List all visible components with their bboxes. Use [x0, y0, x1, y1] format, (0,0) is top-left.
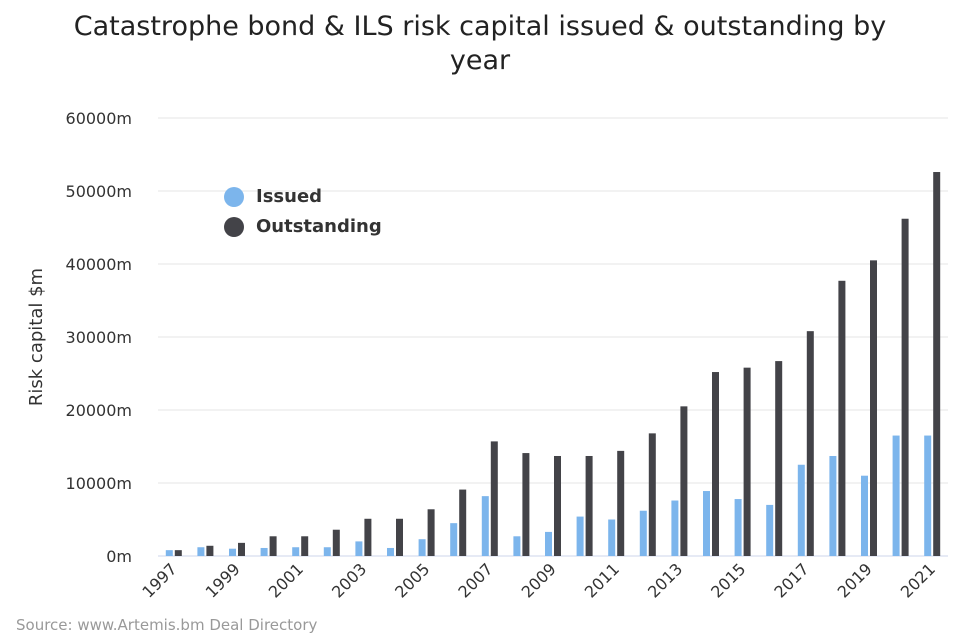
y-tick-label: 40000m — [66, 255, 132, 274]
bar-issued-2007 — [481, 496, 489, 556]
bar-outstanding-2007 — [490, 441, 498, 556]
bar-issued-2017 — [797, 464, 805, 556]
legend-label-outstanding: Outstanding — [256, 216, 382, 237]
bar-outstanding-2011 — [617, 450, 625, 556]
bar-outstanding-1999 — [238, 542, 245, 556]
bar-outstanding-2008 — [522, 453, 530, 556]
bar-outstanding-2003 — [364, 518, 372, 556]
bar-issued-2013 — [671, 500, 679, 556]
y-tick-label: 60000m — [66, 109, 132, 128]
bar-outstanding-1997 — [174, 550, 182, 556]
x-tick-label: 2015 — [707, 559, 749, 601]
bar-issued-2012 — [639, 510, 647, 556]
bar-outstanding-2002 — [332, 529, 340, 556]
bar-issued-1999 — [229, 548, 236, 556]
bar-outstanding-2006 — [459, 489, 467, 556]
x-tick-label: 2019 — [834, 559, 876, 601]
bar-outstanding-2017 — [806, 331, 814, 556]
bar-issued-2020 — [892, 435, 900, 556]
bar-issued-2019 — [861, 475, 868, 556]
y-tick-label: 0m — [106, 547, 132, 566]
bar-issued-2014 — [703, 491, 710, 556]
bar-outstanding-2013 — [680, 406, 688, 556]
x-tick-label: 2009 — [518, 559, 560, 601]
bar-issued-2003 — [355, 541, 363, 556]
y-tick-label: 20000m — [66, 401, 132, 420]
x-tick-label: 2017 — [770, 559, 812, 601]
chart-title: Catastrophe bond & ILS risk capital issu… — [73, 11, 887, 76]
legend-item-issued[interactable]: Issued — [224, 186, 322, 207]
bar-issued-2001 — [292, 547, 300, 556]
bar-outstanding-2012 — [648, 433, 656, 556]
bar-issued-2006 — [450, 523, 458, 556]
bar-issued-1998 — [197, 547, 205, 556]
y-tick-label: 30000m — [66, 328, 132, 347]
bar-issued-2018 — [829, 455, 837, 556]
bar-outstanding-1998 — [206, 545, 214, 556]
bar-outstanding-2021 — [933, 172, 941, 556]
legend-item-outstanding[interactable]: Outstanding — [224, 216, 382, 237]
x-tick-label: 2011 — [581, 559, 623, 601]
bar-issued-2008 — [513, 536, 521, 556]
bar-issued-2000 — [260, 547, 268, 556]
bar-outstanding-2018 — [838, 280, 846, 556]
x-tick-label: 2013 — [644, 559, 686, 601]
bar-outstanding-2005 — [427, 509, 435, 556]
bar-issued-1997 — [165, 550, 173, 556]
x-tick-label: 2021 — [897, 559, 939, 601]
bar-outstanding-2015 — [743, 367, 751, 556]
bar-outstanding-2009 — [554, 455, 561, 556]
x-tick-label: 2003 — [328, 559, 370, 601]
y-tick-label: 10000m — [66, 474, 132, 493]
source-note: Source: www.Artemis.bm Deal Directory — [16, 616, 318, 634]
bar-outstanding-2016 — [775, 361, 783, 556]
legend-marker-issued — [224, 186, 244, 207]
bar-issued-2002 — [323, 547, 331, 556]
bar-issued-2021 — [924, 435, 932, 556]
bar-issued-2010 — [576, 516, 584, 556]
bar-outstanding-2014 — [712, 372, 719, 556]
x-tick-label: 2007 — [454, 559, 496, 601]
bar-issued-2005 — [418, 539, 426, 556]
x-tick-label: 2005 — [391, 559, 433, 601]
bar-issued-2011 — [608, 519, 616, 556]
bar-issued-2015 — [734, 499, 742, 556]
bar-issued-2009 — [545, 531, 552, 556]
bar-outstanding-2010 — [585, 455, 593, 556]
bar-outstanding-2020 — [901, 218, 909, 557]
bar-outstanding-2019 — [870, 260, 877, 556]
bar-outstanding-2004 — [396, 518, 403, 556]
y-axis-title: Risk capital $m — [26, 268, 47, 406]
y-tick-label: 50000m — [66, 182, 132, 201]
legend-marker-outstanding — [224, 216, 244, 237]
legend-label-issued: Issued — [256, 186, 323, 207]
x-tick-label: 1999 — [202, 559, 244, 601]
x-tick-label: 1997 — [138, 559, 180, 601]
bar-issued-2004 — [387, 547, 394, 556]
bar-outstanding-2001 — [301, 536, 309, 556]
bar-issued-2016 — [766, 504, 774, 556]
bar-outstanding-2000 — [269, 536, 277, 556]
x-tick-label: 2001 — [265, 559, 307, 601]
